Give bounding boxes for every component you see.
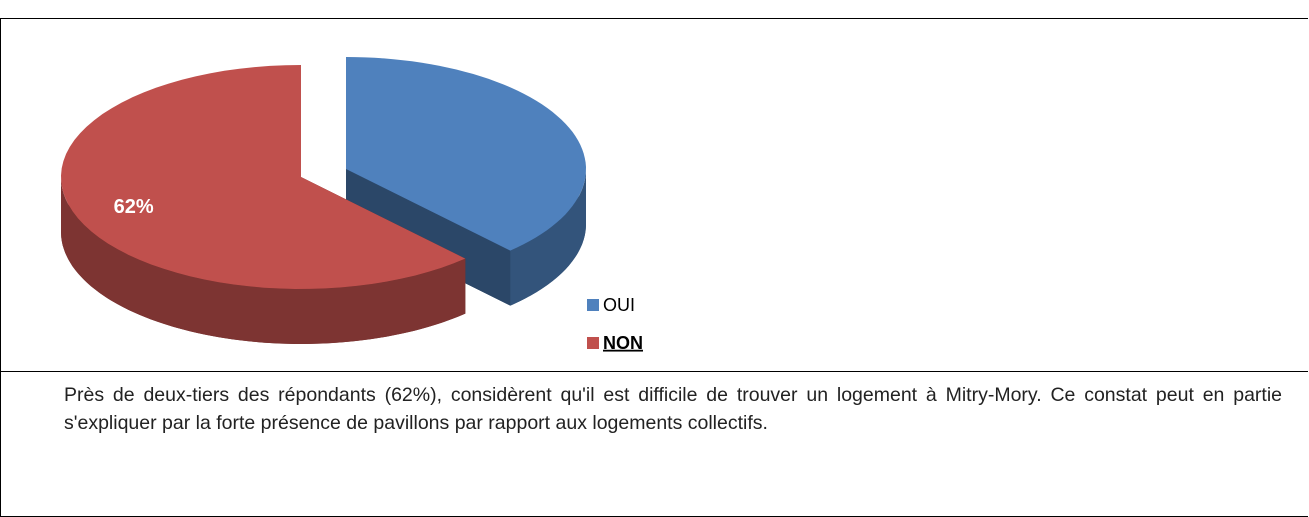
pie-slice xyxy=(346,57,586,251)
legend-label: OUI xyxy=(603,295,635,315)
legend-swatch xyxy=(587,299,599,311)
slice-outer-side xyxy=(61,177,466,344)
chart: 38% 62% OUI NON xyxy=(61,57,643,353)
frame: 38% 62% OUI NON xyxy=(0,18,1308,517)
slice-radial-side xyxy=(346,169,511,306)
description: Près de deux-tiers des répondants (62%),… xyxy=(64,384,1282,434)
legend-swatch xyxy=(587,337,599,349)
slice-group: 38% xyxy=(346,57,586,306)
chart-cell: 38% 62% OUI NON xyxy=(1,19,1308,372)
legend-label: NON xyxy=(603,333,643,353)
pie-slice xyxy=(61,65,466,289)
slice-outer-side xyxy=(510,169,586,306)
slice-group: 62% xyxy=(61,65,466,344)
data-label: 62% xyxy=(114,196,154,218)
data-label: 38% xyxy=(523,68,563,90)
